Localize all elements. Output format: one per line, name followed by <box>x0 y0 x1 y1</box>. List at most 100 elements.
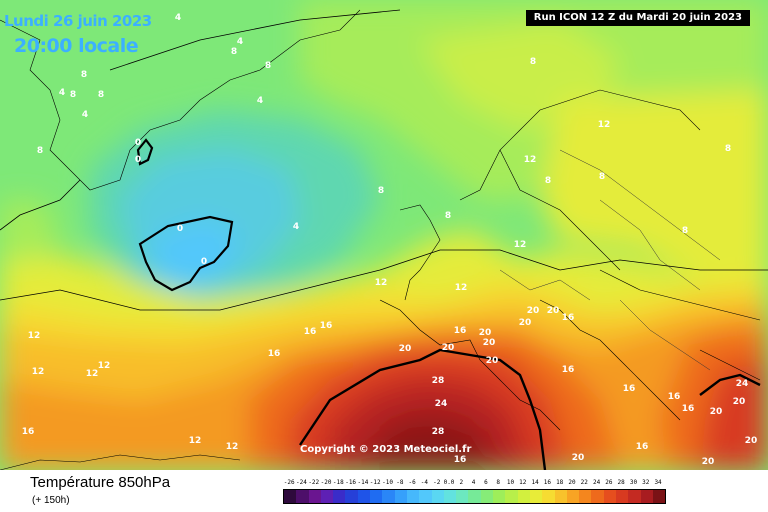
contour-value: 16 <box>562 365 575 375</box>
scale-swatch <box>357 490 371 503</box>
contour-value: 20 <box>702 457 715 467</box>
scale-swatch <box>394 490 407 503</box>
contour-value: 8 <box>378 186 384 196</box>
contour-value: 16 <box>682 404 695 414</box>
contour-value: 8 <box>725 144 731 154</box>
forecast-time: 20:00 locale <box>14 35 139 57</box>
contour-value: 28 <box>432 376 445 386</box>
scale-swatch <box>591 490 604 503</box>
contour-value: 8 <box>98 90 104 100</box>
contour-value: 12 <box>98 361 111 371</box>
scale-swatch <box>456 490 469 503</box>
parameter-title: Température 850hPa <box>30 474 171 491</box>
contour-value: 16 <box>22 427 35 437</box>
contour-value: 24 <box>736 379 749 389</box>
scale-swatch <box>493 490 506 503</box>
contour-value: 0 <box>135 138 141 148</box>
scale-swatch <box>468 490 481 503</box>
contour-value: 12 <box>455 283 468 293</box>
scale-label: -4 <box>420 479 429 486</box>
contour-value: 16 <box>623 384 636 394</box>
contour-value: 16 <box>454 455 467 465</box>
scale-label: 16 <box>543 479 551 486</box>
contour-value: 8 <box>545 176 551 186</box>
scale-swatch <box>628 490 641 503</box>
scale-swatch <box>370 490 383 503</box>
contour-value: 0 <box>177 224 183 234</box>
contour-value: 28 <box>432 427 445 437</box>
scale-label: 12 <box>519 479 527 486</box>
legend-footer: Température 850hPa (+ 150h) -26 -2 4 -22 -20… <box>0 470 768 512</box>
contour-value: 0 <box>135 155 141 165</box>
forecast-date: Lundi 26 juin 2023 <box>4 12 152 30</box>
scale-label: -26 <box>283 479 295 486</box>
scale-label: -16 <box>345 479 357 486</box>
contour-value: 16 <box>268 349 281 359</box>
contour-value: 20 <box>442 343 455 353</box>
scale-swatch <box>431 490 444 503</box>
temperature-field <box>0 0 768 470</box>
contour-value: 12 <box>524 155 537 165</box>
contour-value: 12 <box>32 367 45 377</box>
contour-value: 20 <box>479 328 492 338</box>
lead-time: (+ 150h) <box>32 495 70 506</box>
contour-value: 16 <box>636 442 649 452</box>
scale-swatch <box>345 490 358 503</box>
scale-label: 26 <box>605 479 613 486</box>
contour-value: 8 <box>599 172 605 182</box>
scale-swatch <box>419 490 432 503</box>
contour-value: 20 <box>733 397 746 407</box>
scale-label: -10 <box>382 479 393 486</box>
contour-value: 8 <box>37 146 43 156</box>
scale-swatch <box>579 490 592 503</box>
contour-value: 16 <box>668 392 681 402</box>
contour-value: 16 <box>304 327 317 337</box>
contour-value: 12 <box>86 369 99 379</box>
scale-swatch <box>284 490 297 503</box>
scale-label: -20 <box>320 479 332 486</box>
contour-value: 12 <box>28 331 41 341</box>
contour-value: 20 <box>572 453 585 463</box>
contour-value: 8 <box>682 226 688 236</box>
scale-swatch <box>554 490 567 503</box>
scale-label: 22 <box>580 479 588 486</box>
scale-label: 4 <box>471 479 476 486</box>
scale-swatch <box>406 490 420 503</box>
copyright-text: Copyright © 2023 Meteociel.fr <box>300 444 472 455</box>
scale-label: 10 <box>506 479 515 486</box>
bold-contour-24 <box>299 348 761 470</box>
contour-value: 12 <box>189 436 202 446</box>
scale-label: -22 <box>308 479 320 486</box>
scale-label: 32 <box>642 479 650 486</box>
scale-swatch <box>505 490 518 503</box>
scale-label: -8 <box>396 479 404 486</box>
contour-value: 20 <box>483 338 496 348</box>
borders <box>499 149 721 371</box>
scale-swatch <box>320 490 334 503</box>
scale-swatch <box>517 490 530 503</box>
scale-swatch <box>443 490 457 503</box>
scale-label: 18 <box>556 479 564 486</box>
coastlines <box>0 9 761 470</box>
contour-value: 20 <box>399 344 412 354</box>
scale-label: 14 <box>531 479 539 486</box>
model-run-label: Run ICON 12 Z du Mardi 20 juin 2023 <box>525 10 750 26</box>
contour-value: 4 <box>293 222 299 232</box>
scale-swatch <box>603 490 617 503</box>
contour-value: 0 <box>201 257 207 267</box>
scale-swatch <box>616 490 629 503</box>
color-scale-labels: -26 -24 -22 -20 -18 -16 -14 -12 -10 -8 -6 -4 -2 0.0 2 4… <box>283 479 666 489</box>
contour-value: 16 <box>562 313 575 323</box>
scale-label: -14 <box>357 479 369 486</box>
contour-value: 4 <box>257 96 263 106</box>
contour-value: 4 <box>175 13 181 23</box>
contour-value: 8 <box>70 90 76 100</box>
scale-label: -2 <box>433 479 441 486</box>
contour-value: 20 <box>519 318 532 328</box>
contour-value: 12 <box>226 442 239 452</box>
scale-swatch <box>308 490 321 503</box>
contour-value: 8 <box>445 211 451 221</box>
contour-value: 12 <box>375 278 388 288</box>
scale-label: 24 <box>592 479 601 486</box>
